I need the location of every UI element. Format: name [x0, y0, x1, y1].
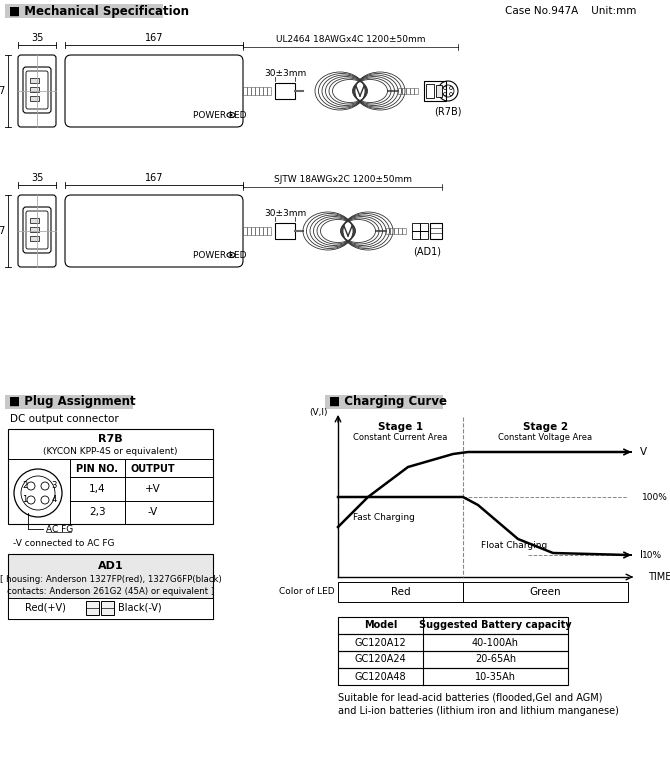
Bar — [5, 4, 163, 18]
Text: 10-35Ah: 10-35Ah — [475, 671, 516, 681]
FancyBboxPatch shape — [86, 601, 99, 615]
Text: GC120A48: GC120A48 — [354, 671, 406, 681]
Text: 3: 3 — [52, 481, 57, 491]
Text: 1: 1 — [22, 496, 27, 504]
Text: R7B: R7B — [98, 434, 123, 444]
FancyBboxPatch shape — [30, 96, 39, 101]
FancyBboxPatch shape — [436, 85, 442, 97]
Text: AD1: AD1 — [98, 561, 123, 571]
Text: ■ Charging Curve: ■ Charging Curve — [329, 395, 447, 409]
Text: Fast Charging: Fast Charging — [353, 512, 415, 522]
Text: Red: Red — [391, 587, 410, 597]
Text: Model: Model — [364, 621, 397, 631]
Text: Suitable for lead-acid batteries (flooded,Gel and AGM): Suitable for lead-acid batteries (floode… — [338, 692, 602, 702]
Ellipse shape — [230, 114, 232, 117]
Text: Red(+V): Red(+V) — [25, 603, 66, 613]
Text: 67: 67 — [0, 86, 6, 96]
Text: I: I — [640, 550, 643, 560]
Text: Suggested Battery capacity: Suggested Battery capacity — [419, 621, 572, 631]
Text: PIN NO.: PIN NO. — [76, 464, 119, 474]
Text: DC output connector: DC output connector — [10, 414, 119, 424]
Text: Case No.947A    Unit:mm: Case No.947A Unit:mm — [505, 6, 636, 16]
Text: AC FG: AC FG — [46, 525, 73, 534]
Text: OUTPUT: OUTPUT — [130, 464, 175, 474]
Text: UL2464 18AWGx4C 1200±50mm: UL2464 18AWGx4C 1200±50mm — [276, 35, 425, 43]
Text: Float Charging: Float Charging — [481, 540, 547, 550]
Text: +V: +V — [145, 484, 160, 494]
Text: Stage 2: Stage 2 — [523, 422, 568, 432]
Text: 2: 2 — [22, 481, 27, 491]
Text: 100%: 100% — [642, 493, 668, 501]
Text: [ housing: Anderson 1327FP(red), 1327G6FP(black): [ housing: Anderson 1327FP(red), 1327G6F… — [0, 575, 221, 584]
Text: (AD1): (AD1) — [413, 246, 441, 256]
Text: ■ Plug Assignment: ■ Plug Assignment — [9, 395, 135, 409]
Text: V: V — [640, 447, 647, 457]
Text: 4: 4 — [52, 496, 57, 504]
Text: (KYCON KPP-4S or equivalent): (KYCON KPP-4S or equivalent) — [44, 447, 178, 456]
Text: 167: 167 — [145, 33, 163, 43]
Text: 30±3mm: 30±3mm — [264, 68, 306, 77]
Text: 2,3: 2,3 — [89, 507, 106, 517]
Bar — [5, 395, 133, 409]
FancyBboxPatch shape — [30, 87, 39, 92]
Text: (V,I): (V,I) — [310, 407, 328, 416]
Text: TIME: TIME — [648, 572, 670, 582]
Text: 35: 35 — [31, 173, 43, 183]
Text: ■ Mechanical Specification: ■ Mechanical Specification — [9, 5, 189, 17]
Text: 1,4: 1,4 — [89, 484, 106, 494]
FancyBboxPatch shape — [30, 78, 39, 83]
Text: 167: 167 — [145, 173, 163, 183]
Text: Stage 1: Stage 1 — [378, 422, 423, 432]
Text: (R7B): (R7B) — [434, 106, 462, 116]
Text: contacts: Anderson 261G2 (45A) or equivalent ]: contacts: Anderson 261G2 (45A) or equiva… — [7, 587, 214, 597]
FancyBboxPatch shape — [101, 601, 114, 615]
FancyBboxPatch shape — [8, 598, 213, 619]
Bar — [325, 395, 443, 409]
Text: Constant Current Area: Constant Current Area — [353, 434, 448, 443]
Text: SJTW 18AWGx2C 1200±50mm: SJTW 18AWGx2C 1200±50mm — [273, 175, 411, 183]
Text: -V: -V — [147, 507, 157, 517]
Text: GC120A24: GC120A24 — [354, 655, 407, 665]
Text: Black(-V): Black(-V) — [118, 603, 161, 613]
Text: 40-100Ah: 40-100Ah — [472, 637, 519, 647]
Text: 30±3mm: 30±3mm — [264, 208, 306, 217]
Text: 35: 35 — [31, 33, 43, 43]
Text: Green: Green — [530, 587, 561, 597]
Text: POWER LED: POWER LED — [193, 251, 247, 260]
Bar — [8, 554, 213, 619]
Ellipse shape — [230, 254, 232, 257]
FancyBboxPatch shape — [30, 218, 39, 223]
Text: GC120A12: GC120A12 — [354, 637, 407, 647]
Text: POWER LED: POWER LED — [193, 111, 247, 120]
Text: 10%: 10% — [642, 550, 662, 559]
Text: and Li-ion batteries (lithium iron and lithium manganese): and Li-ion batteries (lithium iron and l… — [338, 706, 619, 716]
FancyBboxPatch shape — [30, 236, 39, 241]
Text: 67: 67 — [0, 226, 6, 236]
FancyBboxPatch shape — [30, 227, 39, 232]
Text: -V connected to AC FG: -V connected to AC FG — [13, 540, 115, 549]
Text: 20-65Ah: 20-65Ah — [475, 655, 516, 665]
Text: Color of LED: Color of LED — [279, 587, 335, 597]
Text: Constant Voltage Area: Constant Voltage Area — [498, 434, 592, 443]
